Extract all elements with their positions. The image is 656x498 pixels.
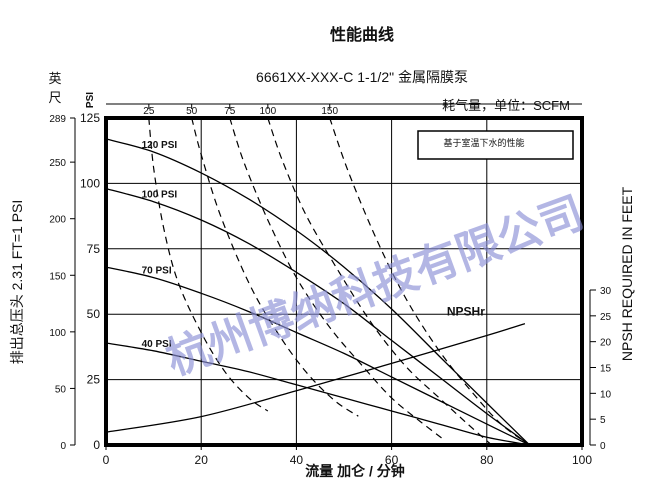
pressure-curve: [105, 342, 530, 446]
chart-title: 性能曲线: [330, 25, 394, 44]
watermark: 杭州博纳科技有限公司: [160, 187, 591, 385]
chart-subtitle: 6661XX-XXX-C 1-1/2" 金属隔膜泵: [256, 69, 468, 85]
npsh-tick-label: 15: [600, 364, 612, 375]
air-consumption-label: 耗气量，单位：SCFM: [442, 98, 570, 113]
npsh-curve-label: NPSHr: [447, 305, 485, 319]
psi-tick-label: 75: [87, 242, 101, 256]
air-curve-25: [148, 117, 269, 412]
pressure-curve-label: 70 PSI: [142, 266, 172, 277]
air-tick-label: 100: [259, 106, 276, 117]
y-axis-right-title: NPSH REQUIRED IN FEET: [619, 186, 635, 361]
note-box: 基于室温下水的性能: [417, 130, 574, 160]
psi-tick-label: 25: [87, 373, 101, 387]
air-curve-150: [329, 117, 530, 446]
feet-tick-label: 0: [60, 441, 66, 452]
feet-tick-label: 200: [49, 215, 66, 226]
feet-unit-label-2: 尺: [48, 90, 61, 105]
air-curve-50: [191, 117, 359, 417]
x-tick-label: 20: [195, 453, 209, 467]
npsh-tick-label: 10: [600, 389, 612, 400]
x-tick-label: 60: [385, 453, 399, 467]
psi-tick-label: 50: [87, 307, 101, 321]
x-tick-label: 80: [480, 453, 494, 467]
pressure-curve-label: 100 PSI: [142, 190, 178, 201]
air-curve-100: [267, 117, 492, 446]
pressure-curve: [105, 187, 530, 446]
feet-tick-label: 250: [49, 158, 66, 169]
npsh-tick-label: 30: [600, 286, 612, 297]
npsh-curve: [105, 322, 526, 433]
x-tick-label: 40: [290, 453, 304, 467]
x-tick-label: 100: [572, 453, 592, 467]
air-tick-label: 50: [186, 106, 198, 117]
plot-frame: [104, 116, 584, 447]
chart-series: 120 PSI 100 PSI 70 PSI 40 PSI NPSHr: [105, 117, 531, 446]
feet-tick-label: 50: [55, 384, 67, 395]
y-axis-left-title: 排出总压头 2.31 FT=1 PSI: [9, 200, 25, 365]
x-tick-label: 0: [103, 453, 110, 467]
psi-tick-label: 100: [80, 176, 100, 190]
axis-ticks: 0 20 40 60 80 1000255075100125050100150200250…: [49, 103, 612, 467]
npsh-tick-label: 5: [600, 415, 606, 426]
air-tick-label: 25: [143, 106, 155, 117]
note-box-border: [417, 130, 574, 160]
air-tick-label: 75: [224, 106, 236, 117]
pressure-curve-label: 40 PSI: [142, 339, 172, 350]
psi-tick-label: 125: [80, 111, 100, 125]
feet-tick-label: 100: [49, 328, 66, 339]
air-curve-75: [229, 117, 445, 441]
air-tick-label: 150: [321, 106, 338, 117]
psi-tick-label: 0: [93, 438, 100, 452]
npsh-tick-label: 0: [600, 441, 606, 452]
pressure-curve-label: 120 PSI: [142, 140, 178, 151]
pressure-curve: [105, 266, 530, 446]
note-text: 基于室温下水的性能: [443, 137, 524, 148]
feet-tick-label: 150: [49, 271, 66, 282]
npsh-tick-label: 25: [600, 312, 612, 323]
feet-unit-label-1: 英: [48, 71, 61, 86]
feet-tick-label: 289: [49, 114, 66, 125]
x-axis-title: 流量 加仑 / 分钟: [305, 463, 405, 479]
pressure-curve: [105, 138, 531, 446]
psi-unit-label: PSI: [85, 92, 96, 108]
npsh-tick-label: 20: [600, 338, 612, 349]
